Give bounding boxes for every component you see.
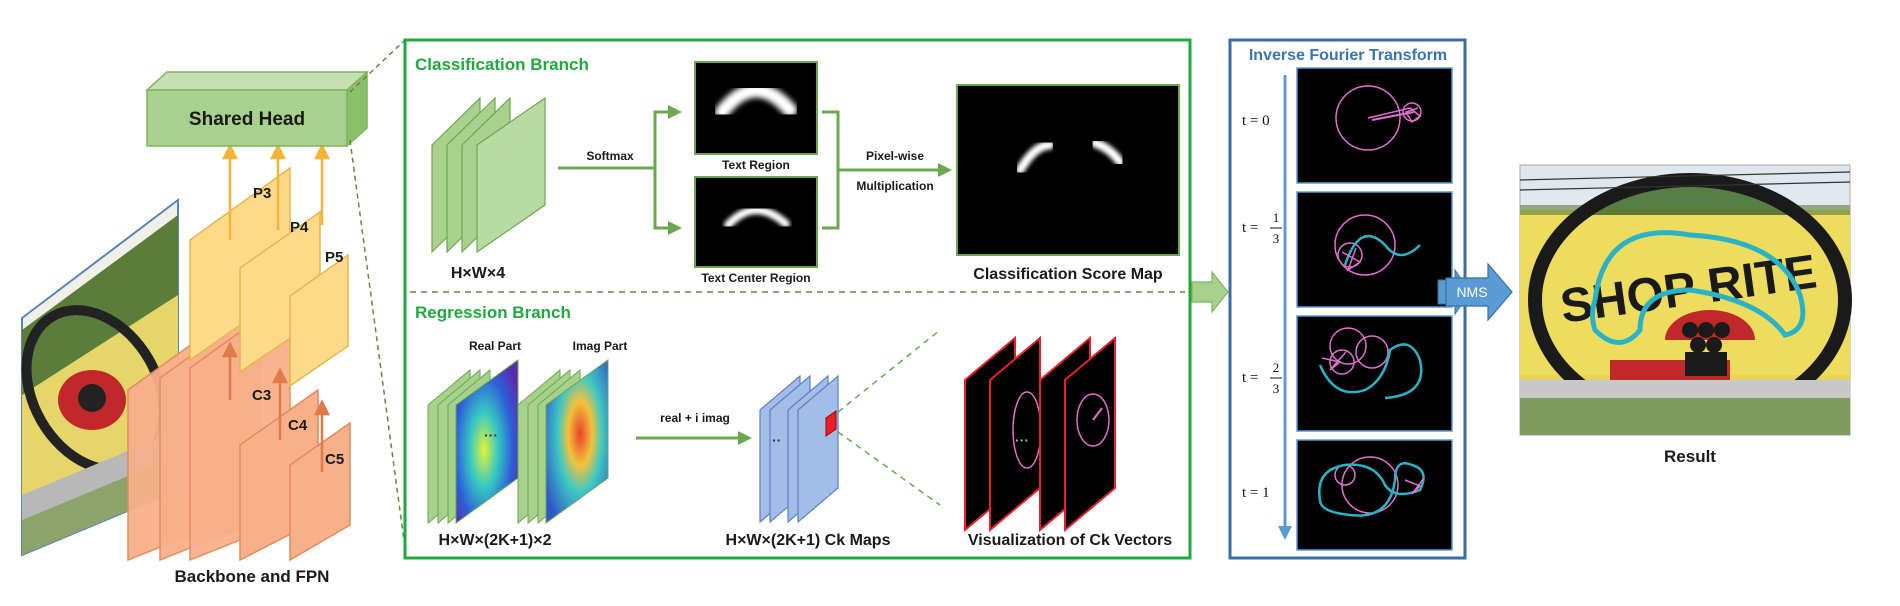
lateral-connections (221, 341, 331, 472)
score-map-label: Classification Score Map (973, 266, 1163, 283)
t-label-2-den: 3 (1273, 381, 1280, 396)
ift-panel: Inverse Fourier Transform t = 0 t = 1 3 … (1228, 38, 1467, 560)
text-region-label: Text Region (722, 158, 790, 172)
imag-part-label: Imag Part (573, 339, 628, 353)
t-label-3: t = 1 (1242, 485, 1270, 501)
t-label-2-num: 2 (1273, 360, 1280, 375)
cart-icon (1682, 322, 1730, 376)
real-part-tensor (427, 359, 519, 525)
ck-zoom-line-bottom (837, 431, 941, 506)
regression-title: Regression Branch (415, 303, 571, 322)
ck-maps-tensor (759, 374, 839, 524)
real-part-label: Real Part (469, 339, 521, 353)
ck-zoom-line-top (837, 329, 941, 413)
ck-vectors-label: Visualization of Ck Vectors (968, 532, 1172, 549)
softmax-label: Softmax (586, 149, 634, 163)
ck-maps-label: H×W×(2K+1) Ck Maps (726, 532, 891, 549)
ck-dots: ·· (772, 432, 781, 448)
level-label-c5: C5 (325, 451, 344, 468)
head-inputs (221, 143, 331, 240)
t-label-1-den: 3 (1273, 231, 1280, 246)
level-label-c4: C4 (288, 417, 308, 434)
ift-frame-0 (1296, 67, 1453, 184)
time-axis-head (1278, 526, 1292, 540)
real-dots: ··· (484, 427, 498, 443)
regression-branch: Regression Branch Real Part Imag Part ··… (415, 303, 1172, 549)
text-center-map (694, 176, 818, 268)
text-center-label: Text Center Region (701, 271, 810, 285)
classification-branch: Classification Branch H×W×4 Softmax (415, 55, 1180, 285)
backbone-fpn-section: C3 C4 C5 P3 P4 P5 (21, 39, 406, 586)
branch-to-ift-arrow (1191, 270, 1229, 314)
ift-title: Inverse Fourier Transform (1249, 47, 1447, 64)
level-label-p3: P3 (253, 185, 271, 202)
zoom-line-bottom (349, 139, 406, 549)
text-region-map (694, 61, 818, 155)
ift-frame-3 (1296, 439, 1453, 551)
level-label-p4: P4 (290, 219, 309, 236)
arrow-head-score (938, 163, 952, 177)
head-branches-panel: Classification Branch H×W×4 Softmax (403, 38, 1192, 560)
ck-vectors-visualization (964, 335, 1116, 533)
result-image: SHOP RITE (1519, 164, 1852, 436)
level-label-c3: C3 (252, 387, 271, 404)
ift-frame-1 (1296, 191, 1453, 308)
classification-tensor (431, 96, 546, 254)
c-level-features: C3 C4 C5 (127, 294, 351, 562)
classification-tensor-label: H×W×4 (451, 265, 505, 282)
t-label-0: t = 0 (1242, 113, 1270, 129)
zoom-line-top (349, 39, 406, 93)
backbone-caption: Backbone and FPN (175, 567, 330, 586)
arrow-head-region (668, 105, 682, 119)
softmax-arrow (558, 110, 670, 230)
p-level-features: P3 P4 P5 (189, 166, 349, 388)
arrow-head-complex (738, 431, 752, 445)
shared-head-block: Shared Head (145, 70, 369, 148)
result-caption: Result (1664, 447, 1716, 466)
pixelwise-label: Pixel-wise (866, 149, 924, 163)
complex-op-label: real + i imag (660, 411, 730, 425)
t-label-2: t = (1242, 370, 1258, 386)
classification-score-map (956, 84, 1180, 256)
nms-block: NMS (1445, 262, 1513, 322)
ck-vector-dots: ··· (1015, 432, 1029, 448)
t-label-1: t = (1242, 220, 1258, 236)
level-label-p5: P5 (325, 249, 343, 266)
multiply-arrow (822, 110, 940, 230)
arrow-head-center (668, 221, 682, 235)
t-label-1-num: 1 (1273, 210, 1280, 225)
ift-frame-2 (1296, 315, 1453, 432)
multiplication-label: Multiplication (856, 179, 933, 193)
classification-title: Classification Branch (415, 55, 589, 74)
regression-tensor-label: H×W×(2K+1)×2 (439, 532, 552, 549)
imag-part-tensor (517, 359, 609, 525)
shared-head-label: Shared Head (189, 109, 305, 130)
nms-label: NMS (1456, 284, 1487, 300)
